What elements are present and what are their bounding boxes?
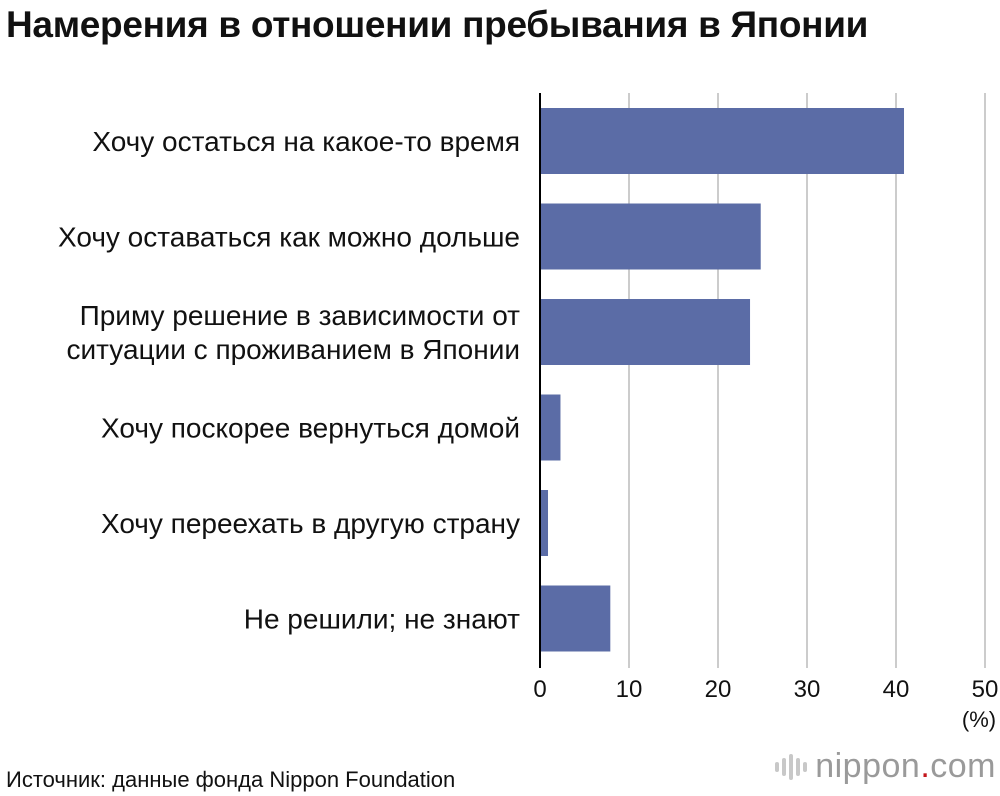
- source-note: Источник: данные фонда Nippon Foundation: [6, 767, 456, 792]
- logo-mark-icon: [775, 753, 808, 780]
- bar-1: [540, 108, 905, 174]
- category-label: Хочу переехать в другую страну: [101, 508, 520, 539]
- bar-5: [540, 490, 549, 556]
- nippon-logo: nippon.com: [775, 747, 996, 786]
- gridlines: [628, 93, 986, 668]
- logo-text: nippon.com: [815, 747, 996, 785]
- x-tick-label: 0: [533, 676, 546, 703]
- bar-3: [540, 299, 751, 365]
- bar-4: [540, 394, 561, 461]
- category-label: Хочу остаться на какое-то время: [92, 126, 520, 157]
- category-label: Не решили; не знают: [244, 604, 520, 635]
- bar-6: [540, 585, 611, 652]
- x-tick-label: 20: [705, 676, 732, 703]
- category-label: Хочу поскорее вернуться домой: [101, 413, 520, 444]
- category-label: Хочу оставаться как можно дольше: [58, 222, 520, 253]
- bars: [540, 108, 905, 652]
- x-tick-label: 40: [883, 676, 910, 703]
- unit-label: (%): [962, 707, 996, 732]
- category-labels: Хочу остаться на какое-то время Хочу оста…: [58, 126, 520, 635]
- chart-title: Намерения в отношении пребывания в Япони…: [6, 4, 869, 45]
- x-tick-label: 30: [794, 676, 821, 703]
- x-tick-label: 50: [972, 676, 999, 703]
- bar-2: [540, 203, 761, 270]
- tick-labels: 0 10 20 30 40 50: [533, 676, 998, 703]
- x-tick-label: 10: [616, 676, 643, 703]
- category-label: Приму решение в зависимости от ситуации с…: [67, 300, 521, 365]
